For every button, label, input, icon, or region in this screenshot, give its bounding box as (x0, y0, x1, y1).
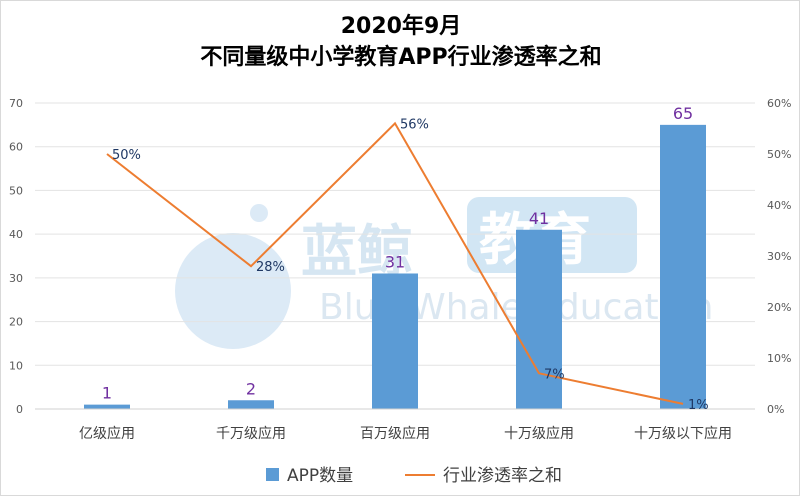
line-data-label: 28% (256, 260, 285, 275)
legend-line-label: 行业渗透率之和 (443, 466, 562, 486)
y-tick-label: 0 (16, 403, 23, 416)
bar-data-label: 31 (385, 252, 405, 271)
y2-tick-label: 50% (767, 148, 791, 161)
y2-tick-label: 0% (767, 403, 784, 416)
y-tick-label: 50 (9, 184, 23, 197)
y2-tick-label: 60% (767, 97, 791, 110)
bar-data-label: 65 (673, 104, 693, 123)
x-tick-label: 亿级应用 (79, 425, 135, 442)
y-tick-label: 10 (9, 359, 23, 372)
y-tick-label: 20 (9, 316, 23, 329)
x-tick-label: 千万级应用 (216, 425, 286, 442)
y-tick-label: 40 (9, 228, 23, 241)
watermark-whale-icon (175, 233, 291, 349)
x-tick-label: 十万级应用 (504, 425, 574, 442)
bar (660, 125, 706, 409)
legend-bar-label: APP数量 (287, 466, 353, 486)
bar (372, 273, 418, 409)
y-tick-label: 30 (9, 272, 23, 285)
line-data-label: 56% (400, 117, 429, 132)
bar-data-label: 41 (529, 209, 549, 228)
y2-tick-label: 30% (767, 250, 791, 263)
y2-tick-label: 10% (767, 352, 791, 365)
line-data-label: 50% (112, 148, 141, 163)
y2-tick-label: 40% (767, 199, 791, 212)
x-tick-label: 十万级以下应用 (634, 425, 732, 442)
legend-bar-swatch (266, 468, 279, 481)
legend: APP数量 行业渗透率之和 (266, 466, 562, 486)
y2-tick-label: 20% (767, 301, 791, 314)
bar (228, 400, 274, 409)
line-data-label: 1% (688, 398, 709, 413)
watermark-droplet-icon (250, 204, 268, 222)
bar-data-label: 1 (102, 384, 112, 403)
bar-data-label: 2 (246, 379, 256, 398)
line-data-label: 7% (544, 367, 565, 382)
y-tick-label: 70 (9, 97, 23, 110)
x-tick-label: 百万级应用 (360, 425, 430, 442)
bar (84, 405, 130, 409)
y-tick-label: 60 (9, 141, 23, 154)
